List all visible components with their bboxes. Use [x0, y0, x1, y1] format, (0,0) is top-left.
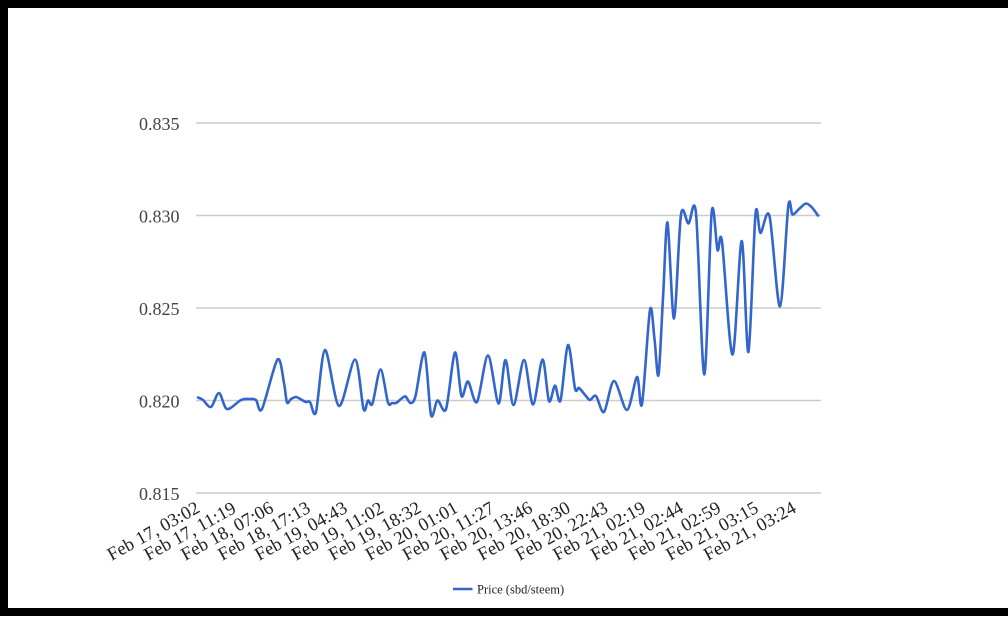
svg-text:Price (sbd/steem): Price (sbd/steem)	[477, 583, 564, 597]
svg-text:0.820: 0.820	[139, 391, 180, 411]
svg-text:0.835: 0.835	[139, 114, 180, 134]
svg-text:0.830: 0.830	[139, 206, 180, 226]
svg-text:0.815: 0.815	[139, 484, 180, 504]
svg-text:0.825: 0.825	[139, 299, 180, 319]
